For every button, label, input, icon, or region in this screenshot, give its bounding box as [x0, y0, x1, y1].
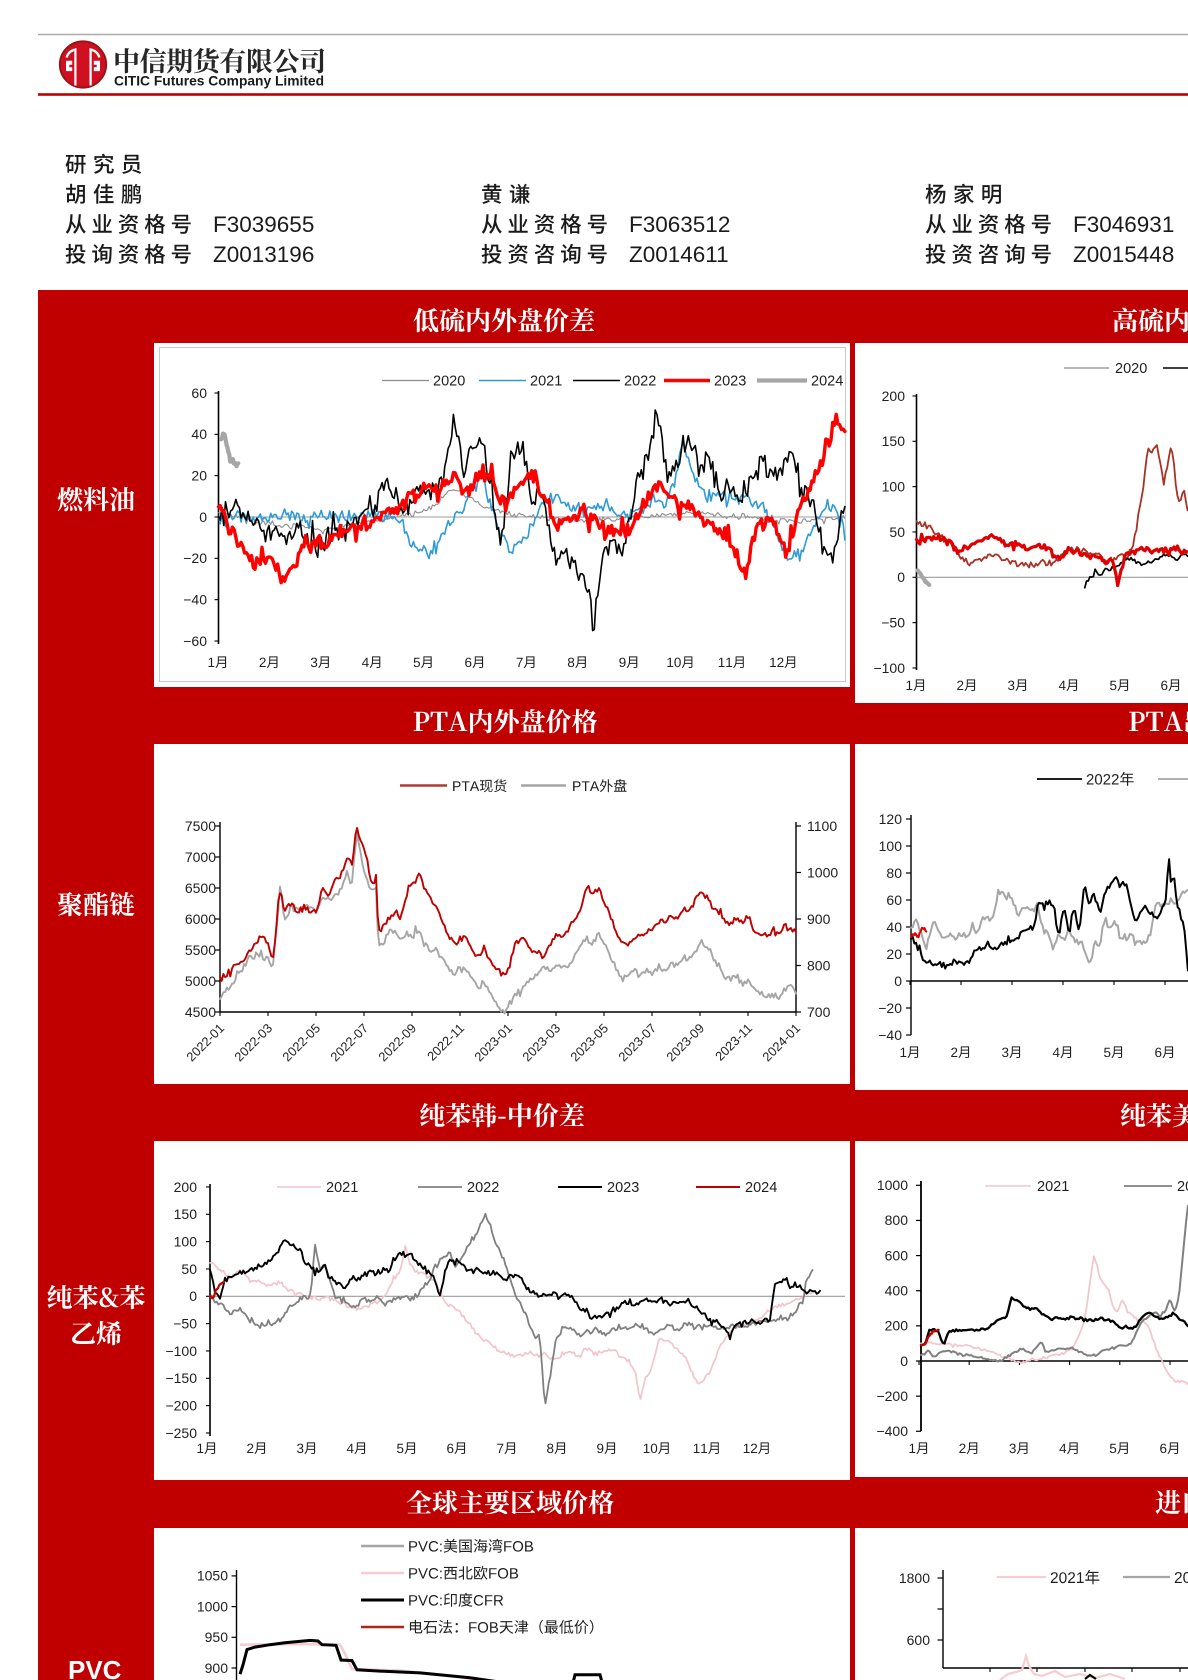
- svg-text:200: 200: [885, 1318, 909, 1334]
- svg-text:100: 100: [882, 478, 906, 494]
- svg-text:2023: 2023: [714, 374, 746, 390]
- svg-text:−20: −20: [183, 550, 207, 566]
- svg-text:−50: −50: [173, 1315, 197, 1331]
- svg-text:400: 400: [885, 1283, 909, 1299]
- svg-text:Z0014611: Z0014611: [629, 242, 729, 267]
- svg-text:900: 900: [205, 1660, 229, 1676]
- svg-text:7000: 7000: [185, 849, 216, 865]
- svg-text:1000: 1000: [197, 1598, 228, 1614]
- svg-text:2022: 2022: [467, 1180, 499, 1196]
- svg-text:800: 800: [807, 957, 831, 973]
- svg-text:2024: 2024: [811, 374, 843, 390]
- svg-text:80: 80: [886, 865, 902, 881]
- svg-text:700: 700: [807, 1004, 831, 1020]
- svg-text:20: 20: [1177, 1179, 1188, 1195]
- svg-text:Z0015448: Z0015448: [1073, 242, 1174, 267]
- svg-text:7500: 7500: [185, 818, 216, 834]
- svg-text:1000: 1000: [807, 864, 838, 880]
- svg-text:50: 50: [889, 524, 905, 540]
- svg-text:150: 150: [174, 1206, 198, 1222]
- svg-text:−150: −150: [165, 1370, 197, 1386]
- svg-text:6500: 6500: [185, 880, 216, 896]
- svg-text:950: 950: [205, 1629, 229, 1645]
- svg-text:−100: −100: [165, 1343, 197, 1359]
- svg-text:1050: 1050: [197, 1568, 228, 1584]
- svg-text:200: 200: [882, 388, 906, 404]
- svg-text:60: 60: [886, 892, 902, 908]
- svg-text:100: 100: [174, 1233, 198, 1249]
- svg-text:PVC: PVC: [68, 1655, 122, 1680]
- svg-text:−20: −20: [878, 1000, 902, 1016]
- svg-text:F3039655: F3039655: [213, 212, 314, 237]
- svg-text:F3063512: F3063512: [629, 212, 730, 237]
- svg-text:−50: −50: [881, 614, 905, 630]
- svg-text:120: 120: [879, 811, 903, 827]
- svg-text:800: 800: [885, 1212, 909, 1228]
- svg-text:0: 0: [897, 569, 905, 585]
- svg-text:1800: 1800: [899, 1570, 930, 1586]
- svg-text:2023: 2023: [607, 1180, 639, 1196]
- svg-text:2024: 2024: [745, 1180, 777, 1196]
- svg-text:−400: −400: [876, 1423, 908, 1439]
- svg-text:−200: −200: [165, 1397, 197, 1413]
- svg-text:200: 200: [174, 1179, 198, 1195]
- svg-text:20: 20: [1174, 1570, 1188, 1587]
- svg-text:−60: −60: [183, 633, 207, 649]
- svg-text:900: 900: [807, 911, 831, 927]
- svg-text:600: 600: [907, 1632, 931, 1648]
- svg-text:2021: 2021: [326, 1180, 358, 1196]
- svg-text:100: 100: [879, 838, 903, 854]
- svg-text:6000: 6000: [185, 911, 216, 927]
- svg-text:CITIC Futures Company Limited: CITIC Futures Company Limited: [114, 74, 324, 89]
- svg-text:4500: 4500: [185, 1004, 216, 1020]
- svg-text:0: 0: [189, 1288, 197, 1304]
- svg-text:20: 20: [191, 467, 207, 483]
- svg-text:−40: −40: [183, 591, 207, 607]
- svg-text:−100: −100: [873, 660, 905, 676]
- svg-text:F3046931: F3046931: [1073, 212, 1174, 237]
- svg-text:150: 150: [882, 433, 906, 449]
- svg-text:40: 40: [191, 426, 207, 442]
- svg-text:50: 50: [181, 1261, 197, 1277]
- svg-text:600: 600: [885, 1247, 909, 1263]
- svg-text:0: 0: [894, 973, 902, 989]
- svg-text:2021: 2021: [1037, 1179, 1069, 1195]
- svg-text:0: 0: [199, 509, 207, 525]
- svg-text:5500: 5500: [185, 942, 216, 958]
- svg-text:1100: 1100: [807, 818, 837, 834]
- svg-text:−40: −40: [878, 1027, 902, 1043]
- svg-text:5000: 5000: [185, 973, 216, 989]
- svg-text:60: 60: [191, 385, 207, 401]
- svg-text:2020: 2020: [433, 374, 465, 390]
- svg-text:20: 20: [886, 946, 902, 962]
- svg-text:−250: −250: [165, 1425, 197, 1441]
- svg-text:2021: 2021: [530, 374, 562, 390]
- svg-text:2020: 2020: [1115, 361, 1147, 377]
- svg-text:1000: 1000: [877, 1177, 908, 1193]
- svg-text:−200: −200: [876, 1388, 908, 1404]
- svg-text:2022: 2022: [624, 374, 656, 390]
- svg-text:0: 0: [900, 1353, 908, 1369]
- svg-text:40: 40: [886, 919, 902, 935]
- svg-text:Z0013196: Z0013196: [213, 242, 314, 267]
